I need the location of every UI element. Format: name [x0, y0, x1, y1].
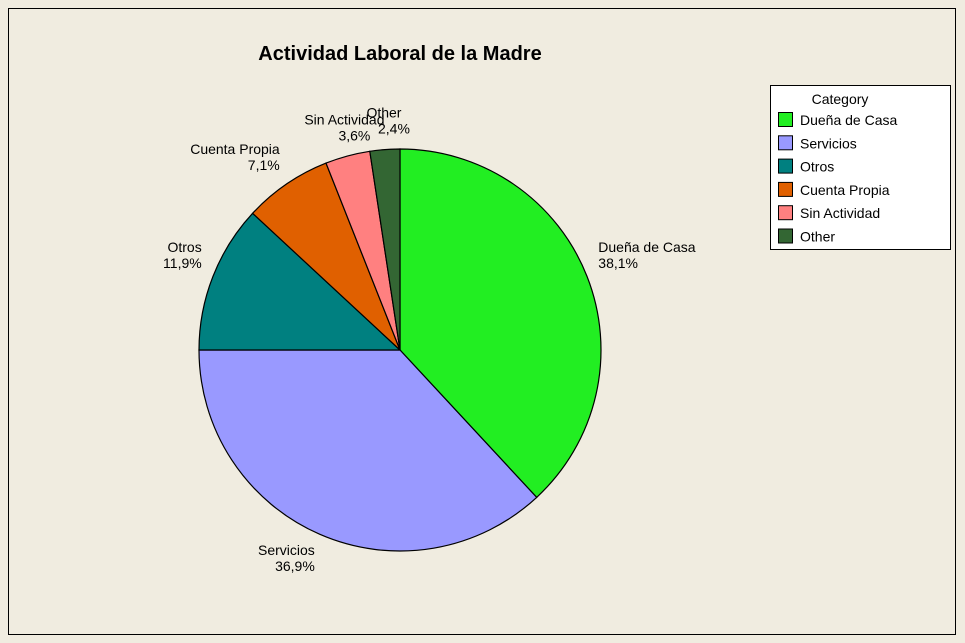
slice-value-label: 7,1%: [248, 157, 280, 173]
legend-label: Otros: [800, 159, 834, 175]
chart-title: Actividad Laboral de la Madre: [258, 43, 541, 65]
legend-label: Servicios: [800, 135, 857, 151]
legend-swatch: [778, 135, 793, 151]
legend-swatch: [778, 181, 793, 197]
slice-value-label: 11,9%: [163, 255, 202, 271]
slice-value-label: 36,9%: [275, 558, 315, 574]
pie-slice: [369, 148, 401, 351]
legend-swatch: [778, 228, 793, 244]
legend-box: [770, 85, 951, 250]
slice-label: Other: [366, 105, 401, 121]
legend-label: Cuenta Propia: [800, 182, 890, 198]
slice-label: Dueña de Casa: [598, 239, 696, 255]
legend-label: Other: [800, 229, 835, 245]
slice-value-label: 38,1%: [598, 255, 638, 271]
legend-swatch: [778, 205, 793, 221]
slice-label: Cuenta Propia: [190, 141, 280, 157]
pie-slice: [198, 212, 402, 351]
slice-value-label: 2,4%: [378, 121, 410, 137]
legend-title: Category: [812, 91, 869, 107]
legend-label: Sin Actividad: [800, 205, 880, 221]
legend-swatch: [778, 112, 793, 127]
legend-label: Dueña de Casa: [800, 112, 898, 128]
slice-label: Sin Actividad: [304, 111, 384, 127]
pie-slice: [198, 349, 538, 552]
frame: [8, 8, 956, 635]
slice-label: Servicios: [258, 542, 315, 558]
pie-slice: [399, 148, 602, 499]
slice-value-label: 3,6%: [338, 127, 370, 143]
slice-label: Otros: [167, 239, 201, 255]
legend-swatch: [778, 158, 793, 174]
